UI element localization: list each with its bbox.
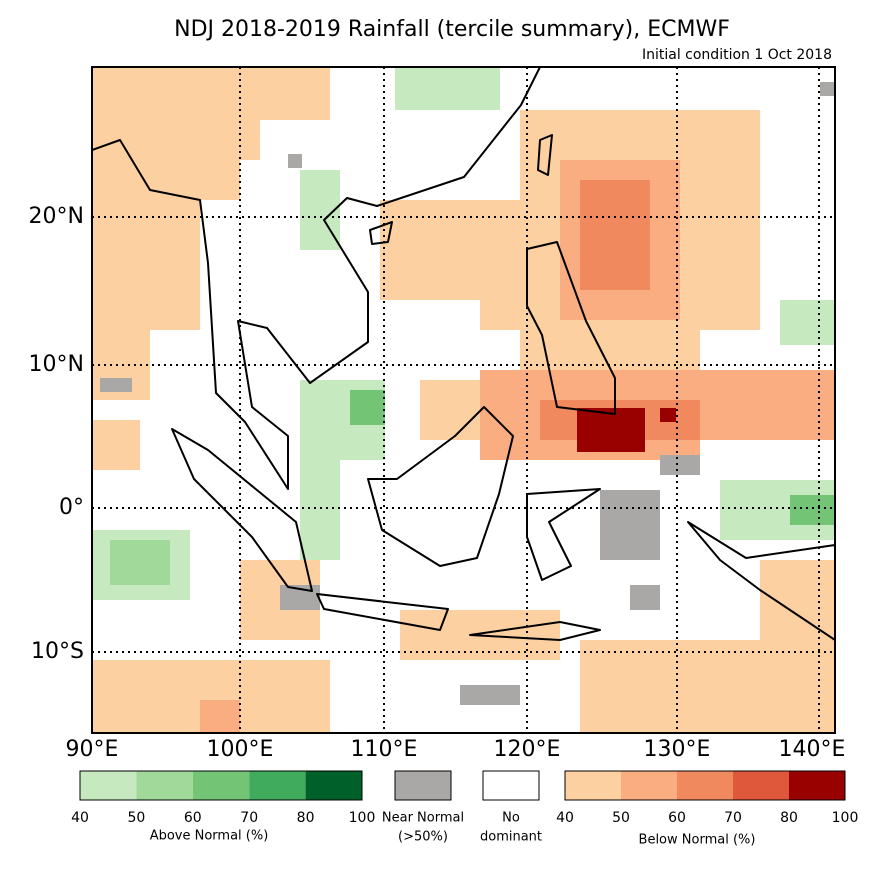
lat-tick-label: 10°N <box>29 352 84 377</box>
colorbar-segment <box>305 771 362 800</box>
axis-labels: 90°E 100°E 110°E 120°E 130°E 140°E 20°N … <box>29 204 846 762</box>
colorbar-segment <box>192 771 250 800</box>
colorbar-segment <box>733 771 789 800</box>
lat-tick-label: 0° <box>59 495 84 520</box>
lon-tick-label: 100°E <box>207 737 274 762</box>
colorbar-segment <box>789 771 845 800</box>
map-frame <box>91 66 836 734</box>
near-normal-swatch <box>394 770 452 801</box>
colorbar-tick-label: 100 <box>349 810 376 826</box>
legend-label: No <box>502 811 520 826</box>
colorbar-tick-label: 70 <box>724 810 742 826</box>
colorbar-tick-label: 40 <box>71 810 89 826</box>
lat-tick-label: 20°N <box>29 204 84 229</box>
lat-tick-label: 10°S <box>31 639 84 664</box>
colorbar-tick-label: 60 <box>184 810 202 826</box>
graticule <box>92 67 835 733</box>
colorbar-tick-label: 40 <box>556 810 574 826</box>
colorbar-tick-label: 80 <box>780 810 798 826</box>
colorbar-tick-label: 60 <box>668 810 686 826</box>
lon-tick-label: 120°E <box>494 737 561 762</box>
colorbar-frame <box>79 770 363 801</box>
colorbar-tick-label: 70 <box>240 810 258 826</box>
colorbar-segment <box>565 771 621 800</box>
subtitle: Initial condition 1 Oct 2018 <box>642 47 832 63</box>
legend-label: Above Normal (%) <box>150 829 269 844</box>
colorbar-segment <box>80 771 137 800</box>
colorbar-tick-label: 50 <box>612 810 630 826</box>
legend: Near Normal (>50%) No dominant Above Nor… <box>71 770 859 848</box>
colorbar-tick-label: 100 <box>832 810 859 826</box>
lon-tick-label: 130°E <box>644 737 711 762</box>
legend-label: dominant <box>480 830 542 845</box>
tercile-cells <box>92 67 835 733</box>
colorbar-segment <box>677 771 733 800</box>
no-dominant-swatch <box>482 770 540 801</box>
colorbar-tick-label: 80 <box>297 810 315 826</box>
colorbar-segment <box>249 771 306 800</box>
legend-label: Below Normal (%) <box>639 833 756 848</box>
colorbar-segment <box>621 771 677 800</box>
lon-tick-label: 90°E <box>66 737 119 762</box>
title: NDJ 2018-2019 Rainfall (tercile summary)… <box>174 17 730 42</box>
colorbar-tick-label: 50 <box>127 810 145 826</box>
lon-tick-label: 110°E <box>351 737 418 762</box>
legend-label: Near Normal <box>382 811 464 826</box>
map <box>91 66 836 734</box>
lon-tick-label: 140°E <box>779 737 846 762</box>
colorbar-segment <box>136 771 193 800</box>
colorbar-frame <box>564 770 846 801</box>
legend-label: (>50%) <box>398 830 448 845</box>
